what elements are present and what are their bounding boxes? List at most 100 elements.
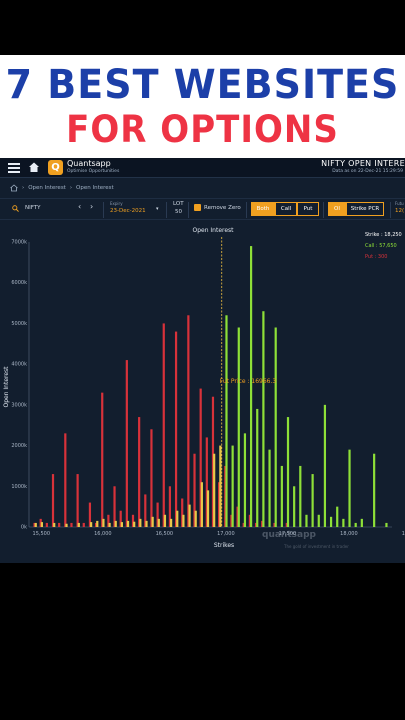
call-bar [213,453,216,527]
call-bar [90,522,93,527]
put-bar [76,474,79,527]
y-tick-label: 1000k [11,484,27,490]
call-bar [225,315,228,527]
put-bar [119,510,122,527]
remove-zero-checkbox[interactable] [194,204,201,211]
lot-label: LOT [173,201,184,207]
open-interest-chart: Open Interest Open Interest Strikes Stri… [3,227,405,549]
expiry-select[interactable]: 23-Dec-2021 [110,208,146,214]
call-bar [336,506,339,527]
call-bar [268,449,271,527]
put-bar [205,437,208,527]
put-bar [144,494,147,527]
put-bar [254,522,258,527]
expiry-label: Expiry [110,201,123,206]
call-bar [182,514,185,527]
top-bar: Q Quantsapp Optimise Opportunities NIFTY… [0,158,405,178]
remove-zero-label: Remove Zero [204,205,241,211]
x-tick-label: 17,000 [217,531,235,537]
call-bar [329,516,333,527]
home-icon[interactable] [28,161,40,173]
legend-strike: Strike : 18,250 [365,232,402,238]
put-button[interactable]: Put [297,202,319,216]
put-bar [248,514,251,527]
call-bar [163,514,167,527]
chevron-down-icon[interactable]: ▾ [156,206,159,212]
next-arrow-icon[interactable]: › [90,202,94,211]
call-bar [262,311,265,527]
symbol-input[interactable]: NIFTY [25,205,41,211]
put-bar [242,522,245,527]
y-tick-label: 0k [21,525,27,531]
call-bar [176,510,179,527]
page-title: NIFTY OPEN INTERE [321,159,405,168]
put-bar [82,522,85,527]
put-bar [181,498,184,527]
call-button[interactable]: Call [275,202,297,216]
call-bar [286,417,290,527]
chevron-right-icon: › [22,185,25,191]
call-bar [145,520,148,527]
strike-pcr-button[interactable]: Strike PCR [346,202,384,216]
put-bar [88,502,92,527]
both-button[interactable]: Both [251,202,275,216]
call-bar [256,408,259,527]
headline-banner: 7 BEST WEBSITES FOR OPTIONS TRDERS [0,55,405,202]
call-bar [243,433,247,527]
x-tick-label: 18,500 [402,531,405,537]
call-bar [280,465,283,527]
put-bar [33,522,36,527]
call-bar [231,445,234,527]
put-bar [39,518,42,527]
call-bar [102,518,105,527]
y-tick-label: 4000k [11,362,27,368]
call-bar [274,327,277,527]
app-screenshot: Q Quantsapp Optimise Opportunities NIFTY… [0,158,405,563]
x-tick-label: 15,500 [33,531,51,537]
breadcrumb-item[interactable]: Open Interest [28,185,66,191]
logo-name: Quantsapp [67,159,111,168]
lot-value[interactable]: 50 [175,209,182,215]
watermark-text: quantsapp [262,530,316,540]
call-bar [360,518,363,527]
x-axis-label: Strikes [214,542,234,549]
call-bar [305,514,308,527]
call-bar [53,522,56,527]
call-bar [151,516,154,527]
legend-put: Put : 300 [365,254,387,260]
put-bar [261,520,264,527]
data-timestamp: Data as on 22-Dec-21 15:29:59 [332,169,403,174]
call-bar [108,522,111,527]
call-bar [40,522,44,527]
futures-value: 12( [395,208,405,214]
y-axis-label: Open Interest [3,366,10,408]
quantsapp-logo-icon: Q [48,160,63,175]
y-tick-label: 3000k [11,402,27,408]
call-bar [133,521,136,527]
call-bar [323,404,327,527]
toolbar: NIFTY ‹ › Expiry 23-Dec-2021 ▾ LOT 50 Re… [0,198,405,220]
breadcrumb: › Open Interest › Open Interest [10,182,114,194]
put-bar [168,486,172,527]
put-bar [51,474,55,527]
put-bar [193,453,196,527]
put-bar [138,417,141,527]
y-tick-label: 5000k [11,321,27,327]
prev-arrow-icon[interactable]: ‹ [78,202,82,211]
home-icon[interactable] [10,184,18,192]
breadcrumb-item[interactable]: Open Interest [76,185,114,191]
futures-label: Futu [395,201,404,206]
call-bar [385,522,388,527]
call-bar [237,327,240,527]
call-bar [96,520,99,527]
hamburger-menu-icon[interactable] [8,163,20,173]
watermark-tagline: The gold of investment in trader [284,544,349,549]
x-tick-label: 16,000 [94,531,112,537]
put-bar [125,360,128,527]
call-bar [34,522,37,527]
legend-call: Call : 57,650 [365,243,397,249]
oi-button[interactable]: OI [328,202,346,216]
chevron-right-icon: › [69,185,73,191]
call-bar [77,522,80,527]
y-tick-label: 7000k [11,240,27,246]
